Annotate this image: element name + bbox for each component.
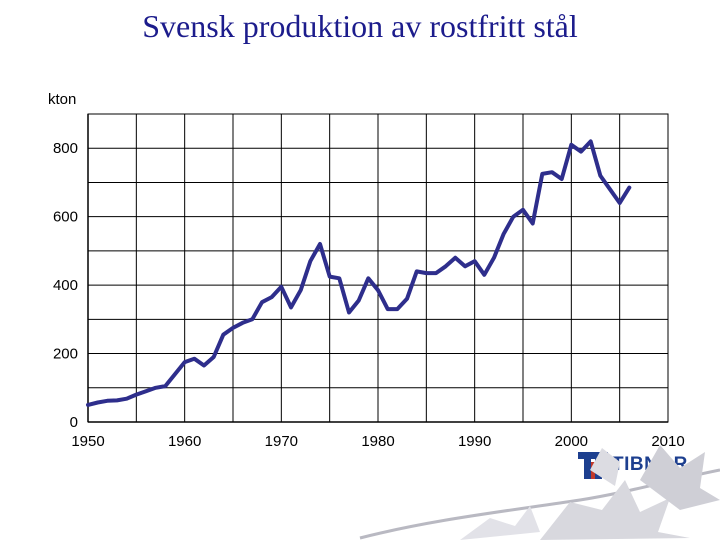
grid [87,113,669,423]
series-layer [86,139,632,407]
x-tick-label: 1990 [458,433,491,450]
x-tick-label: 1970 [265,433,298,450]
axes [87,114,668,423]
y-tick-label: 800 [53,140,78,157]
y-tick-label: 400 [53,277,78,294]
y-tick-label: 200 [53,346,78,363]
chart-title: Svensk produktion av rostfritt stål [142,8,578,44]
y-axis-label: kton [48,91,76,108]
x-tick-label: 1980 [361,433,394,450]
x-tick-label: 1950 [71,433,104,450]
y-tick-label: 0 [70,414,78,431]
x-tick-label: 2000 [555,433,588,450]
y-tick-label: 600 [53,209,78,226]
x-tick-label: 1960 [168,433,201,450]
series-line [86,139,632,407]
decorative-leaves-image [359,445,720,540]
